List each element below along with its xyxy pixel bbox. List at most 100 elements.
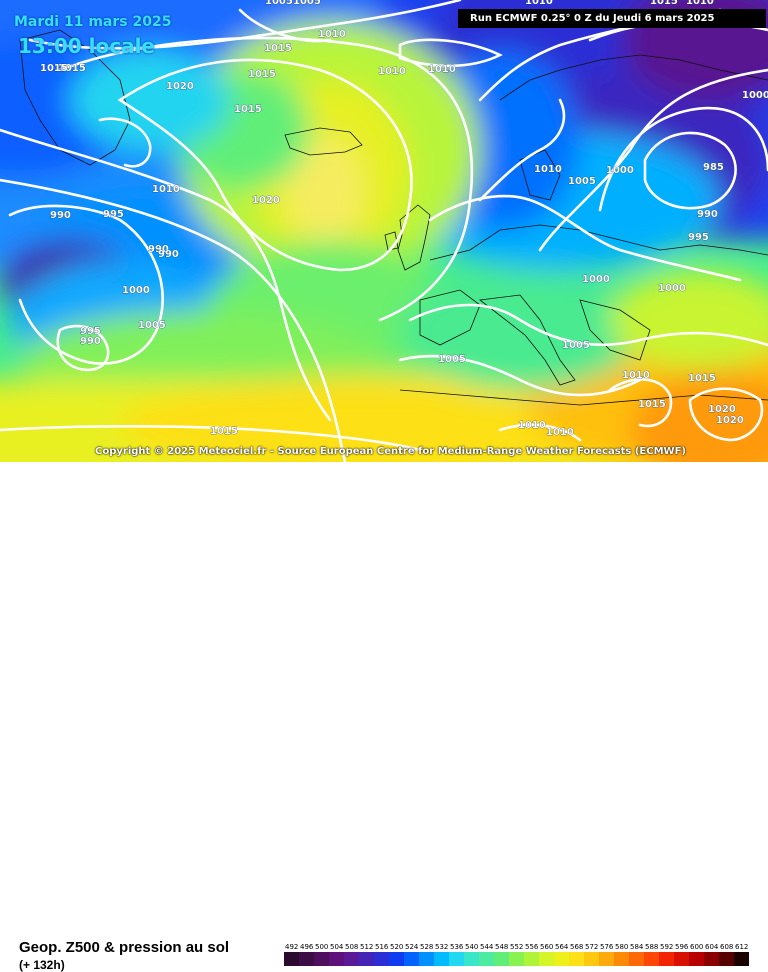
legend-swatch: [569, 952, 584, 966]
isobar-label: 1010: [428, 64, 456, 75]
isobar-label: 1010: [378, 66, 406, 77]
legend-tick-label: 540: [465, 943, 478, 951]
forecast-map: 1005 1005 1010 1015 1015 1010 1010 1015 …: [0, 0, 768, 462]
legend-tick-label: 520: [390, 943, 403, 951]
legend-swatch: [284, 952, 299, 966]
isobar-label: 1015: [264, 43, 292, 54]
isobar-label: 1005: [438, 354, 466, 365]
isobar-label: 1015: [210, 426, 238, 437]
isobar-label: 1010: [546, 427, 574, 438]
legend-tick-label: 600: [690, 943, 703, 951]
legend-swatch: [674, 952, 689, 966]
legend-tick-label: 580: [615, 943, 628, 951]
isobar-label: 1000: [742, 90, 768, 101]
legend-tick-label: 584: [630, 943, 644, 951]
legend-swatch: [629, 952, 644, 966]
isobar-label: 1000: [122, 285, 150, 296]
isobar-label: 1015: [248, 69, 276, 80]
legend-swatch: [449, 952, 464, 966]
legend-tick-label: 556: [525, 943, 539, 951]
legend-tick-label: 612: [735, 943, 748, 951]
legend-tick-label: 544: [480, 943, 494, 951]
legend-tick-label: 560: [540, 943, 553, 951]
isobar-label: 1010: [518, 420, 546, 431]
isobar-label: 1000: [606, 165, 634, 176]
isobar-label: 1015: [688, 373, 716, 384]
isobar-label: 995: [80, 326, 101, 337]
legend-swatch: [344, 952, 359, 966]
legend-swatch: [734, 952, 749, 966]
legend-tick-label: 576: [600, 943, 614, 951]
legend-swatch: [479, 952, 494, 966]
legend-swatch: [434, 952, 449, 966]
legend-tick-label: 568: [570, 943, 583, 951]
legend-swatch: [419, 952, 434, 966]
legend-swatch: [389, 952, 404, 966]
legend-tick-label: 608: [720, 943, 733, 951]
legend-tick-label: 496: [300, 943, 314, 951]
legend-tick-label: 512: [360, 943, 373, 951]
legend-swatch: [374, 952, 389, 966]
forecast-date: Mardi 11 mars 2025: [14, 14, 172, 30]
legend-tick-label: 596: [675, 943, 689, 951]
legend-swatch: [404, 952, 419, 966]
legend-swatch: [509, 952, 524, 966]
isobar-label: 1020: [166, 81, 194, 92]
legend-tick-label: 524: [405, 943, 419, 951]
legend-tick-label: 572: [585, 943, 598, 951]
legend-tick-label: 508: [345, 943, 358, 951]
isobar-label: 1000: [582, 274, 610, 285]
legend-tick-label: 500: [315, 943, 328, 951]
legend-swatch: [704, 952, 719, 966]
legend-tick-label: 504: [330, 943, 344, 951]
legend-swatch: [614, 952, 629, 966]
isobar-label: 995: [688, 232, 709, 243]
isobar-label: 990: [80, 336, 101, 347]
legend-swatch: [659, 952, 674, 966]
legend-tick-label: 528: [420, 943, 433, 951]
forecast-local-time: 13:00 locale: [18, 34, 155, 58]
isobar-label: 1020: [708, 404, 736, 415]
isobar-labels: 1005 1005 1010 1015 1015 1010 1010 1015 …: [40, 0, 768, 438]
isobar-label: 990: [158, 249, 179, 260]
isobar-label: 1015: [40, 63, 68, 74]
legend-swatch: [599, 952, 614, 966]
isobar-label: 1020: [252, 195, 280, 206]
isobar-label: 1010: [686, 0, 714, 7]
isobar-label: 1020: [716, 415, 744, 426]
coastlines: [19, 29, 768, 406]
legend-swatch: [359, 952, 374, 966]
copyright-notice: Copyright © 2025 Meteociel.fr - Source E…: [95, 446, 686, 457]
legend-swatch: [689, 952, 704, 966]
isobar-label: 1015: [638, 399, 666, 410]
legend-tick-label: 552: [510, 943, 523, 951]
isobar-label: 995: [103, 209, 124, 220]
legend-swatch: [314, 952, 329, 966]
map-footer: Geop. Z500 & pression au sol (+ 132h) 49…: [0, 462, 768, 972]
legend-tick-label: 592: [660, 943, 673, 951]
legend-swatch: [554, 952, 569, 966]
isobar-label: 990: [697, 209, 718, 220]
isobar-label: 1005: [293, 0, 321, 7]
legend-swatch: [524, 952, 539, 966]
isobar-label: 1015: [58, 63, 86, 74]
legend-tick-label: 516: [375, 943, 389, 951]
legend-tick-label: 548: [495, 943, 508, 951]
isobar-label: 990: [50, 210, 71, 221]
isobar-label: 990: [148, 244, 169, 255]
legend-tick-label: 564: [555, 943, 569, 951]
isobar-label: 1010: [622, 370, 650, 381]
legend-tick-label: 536: [450, 943, 464, 951]
isobar-label: 1005: [138, 320, 166, 331]
product-title: Geop. Z500 & pression au sol: [19, 939, 230, 956]
isobar-label: 1010: [534, 164, 562, 175]
isobar-label: 1010: [318, 29, 346, 40]
legend-swatch: [719, 952, 734, 966]
isobar-label: 1015: [650, 0, 678, 7]
legend-swatch: [539, 952, 554, 966]
legend-tick-label: 588: [645, 943, 658, 951]
model-run-info: Run ECMWF 0.25° 0 Z du Jeudi 6 mars 2025: [458, 9, 766, 28]
legend-swatch: [494, 952, 509, 966]
legend-swatch: [299, 952, 314, 966]
isobar-label: 1005: [265, 0, 293, 7]
